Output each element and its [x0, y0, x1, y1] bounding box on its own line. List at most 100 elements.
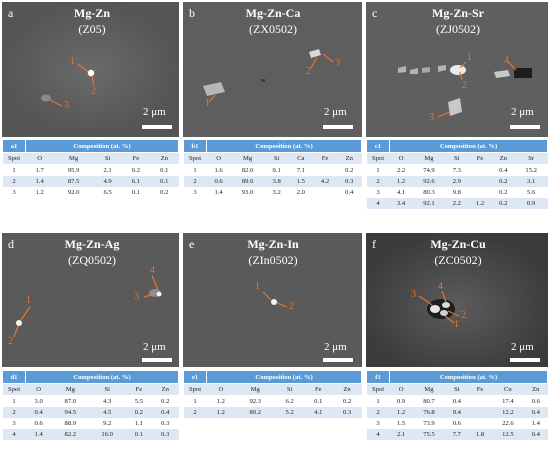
scale-bar-c	[510, 125, 540, 129]
spot-label: 1	[26, 295, 31, 306]
table-cell: 1	[2, 164, 26, 176]
table-cell: 2.9	[445, 176, 469, 187]
column-header: Si	[264, 152, 289, 165]
table-cell: 2.0	[288, 187, 313, 198]
sem-image-d: d Mg-Zn-Ag (ZQ0502) 1 2 3 4 2 μm	[2, 233, 179, 367]
column-header: Zn	[332, 383, 362, 396]
table-cell: 6.1	[121, 176, 151, 187]
table-cell: 94.5	[51, 407, 89, 418]
table-cell: 0.4	[337, 187, 362, 198]
table-cell: 2.1	[389, 429, 413, 440]
spot-label: 2	[461, 310, 466, 321]
panel-letter-e: e	[189, 237, 195, 251]
column-header: Si	[445, 383, 469, 396]
alloy-code-b: (ZX0502)	[249, 22, 297, 36]
particle-c-3	[448, 98, 462, 116]
sem-image-b: b Mg-Zn-Ca (ZX0502) 1 2 3 2 μm	[183, 2, 362, 137]
table-row: 3 1.2 92.0 6.5 0.1 0.2	[2, 187, 179, 198]
table-row: 4 3.4 92.1 2.2 1.2 0.2 0.9	[366, 198, 548, 209]
table-cell: 0.2	[491, 198, 515, 209]
table-cell: 0.6	[206, 176, 231, 187]
table-cell: 3	[2, 187, 26, 198]
column-header: O	[389, 152, 413, 165]
alloy-title-f: Mg-Zn-Cu	[430, 237, 486, 251]
table-cell: 4.2	[312, 176, 338, 187]
composition-table-a1: a1 Composition (at. %) Spot O Mg Si Fe Zn 1 1.7…	[2, 139, 179, 198]
particle-e-1	[271, 299, 277, 305]
table-cell: 89.2	[235, 407, 276, 418]
alloy-code-f: (ZC0502)	[434, 253, 482, 267]
table-cell: 0.1	[125, 429, 152, 440]
column-header: Si	[275, 383, 304, 396]
particle-c-4	[514, 68, 532, 78]
table-cell: 9.8	[445, 187, 469, 198]
table-cell: 7.1	[288, 164, 313, 176]
table-cell	[468, 395, 492, 407]
table-cell: 5.5	[125, 395, 152, 407]
column-header: O	[25, 383, 52, 396]
table-cell: 1.2	[389, 176, 413, 187]
table-cell: 0.4	[152, 407, 179, 418]
table-title-c1: Composition (at. %)	[389, 139, 548, 153]
table-cell: 89.6	[230, 176, 265, 187]
particle-b-2	[309, 49, 321, 58]
table-cell: 17.4	[491, 395, 525, 407]
table-cell: 3	[2, 418, 26, 429]
column-header: O	[206, 383, 236, 396]
table-cell: 3.1	[514, 176, 548, 187]
spot-label: 2	[462, 80, 467, 91]
panel-letter-f: f	[372, 237, 376, 251]
column-header: Fe	[468, 383, 492, 396]
column-header: O	[206, 152, 231, 165]
alloy-title-e: Mg-Zn-In	[247, 237, 299, 251]
spot-label: 2	[8, 336, 13, 347]
panel-letter-d: d	[8, 237, 14, 251]
alloy-title-b: Mg-Zn-Ca	[245, 6, 301, 20]
table-cell: 80.7	[412, 395, 446, 407]
table-cell: 7.7	[445, 429, 469, 440]
table-cell: 92.1	[412, 198, 446, 209]
spot-label: 2	[91, 86, 96, 97]
table-cell: 2	[183, 176, 207, 187]
table-cell: 1	[366, 164, 390, 176]
table-cell: 9.2	[88, 418, 126, 429]
table-cell	[468, 407, 492, 418]
spot-label: 4	[438, 281, 443, 292]
column-header: Sr	[514, 152, 548, 165]
table-cell: 2	[366, 176, 390, 187]
spot-label: 4	[504, 55, 509, 66]
column-header: Spot	[183, 152, 207, 165]
table-cell: 92.3	[235, 395, 276, 407]
particle-f-4	[442, 302, 450, 308]
sem-micrograph-c	[366, 2, 548, 137]
table-column-header: Spot O Mg Si Ca Fe Zn	[183, 152, 362, 165]
table-cell: 0.2	[337, 164, 362, 176]
particle-f-1	[440, 310, 448, 316]
table-cell: 93.0	[230, 187, 265, 198]
table-cell: 0.2	[152, 395, 179, 407]
table-cell: 1.7	[25, 164, 54, 176]
column-header: Spot	[2, 383, 26, 396]
table-cell: 0.4	[25, 407, 52, 418]
spot-label: 2	[289, 301, 294, 312]
table-row: 1 3.0 87.0 4.3 5.5 0.2	[2, 395, 179, 407]
table-cell	[312, 187, 338, 198]
sem-micrograph-f	[366, 233, 548, 367]
sem-micrograph-d	[2, 233, 179, 367]
table-cell: 76.8	[412, 407, 446, 418]
table-row: 2 1.2 89.2 5.2 4.1 0.3	[183, 407, 362, 418]
table-cell: 12.5	[491, 429, 525, 440]
table-cell: 2	[366, 407, 390, 418]
table-row: 3 4.1 80.3 9.8 0.2 5.6	[366, 187, 548, 198]
column-header: Zn	[150, 152, 179, 165]
table-cell: 0.6	[445, 418, 469, 429]
table-cell: 80.3	[412, 187, 446, 198]
particle-c-1	[450, 65, 466, 75]
table-cell: 3	[366, 187, 390, 198]
sem-micrograph-e	[183, 233, 362, 367]
table-cell: 0.1	[150, 164, 179, 176]
table-cell: 75.5	[412, 429, 446, 440]
table-row: 1 0.9 80.7 0.4 17.4 0.6	[366, 395, 548, 407]
table-cell: 1.4	[206, 187, 231, 198]
spot-label: 3	[335, 58, 340, 69]
